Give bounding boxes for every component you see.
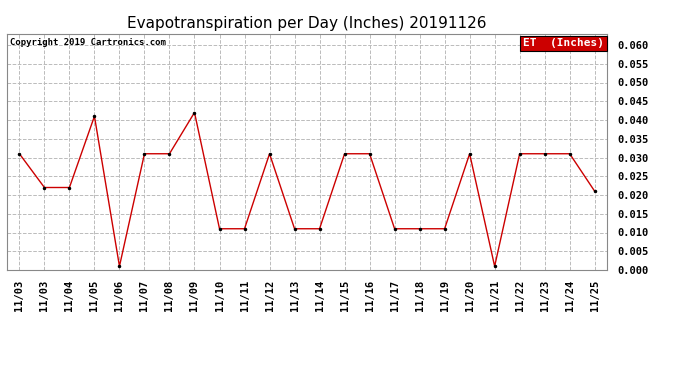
Text: ET  (Inches): ET (Inches) — [523, 39, 604, 48]
Text: Copyright 2019 Cartronics.com: Copyright 2019 Cartronics.com — [10, 39, 166, 48]
Title: Evapotranspiration per Day (Inches) 20191126: Evapotranspiration per Day (Inches) 2019… — [127, 16, 487, 31]
